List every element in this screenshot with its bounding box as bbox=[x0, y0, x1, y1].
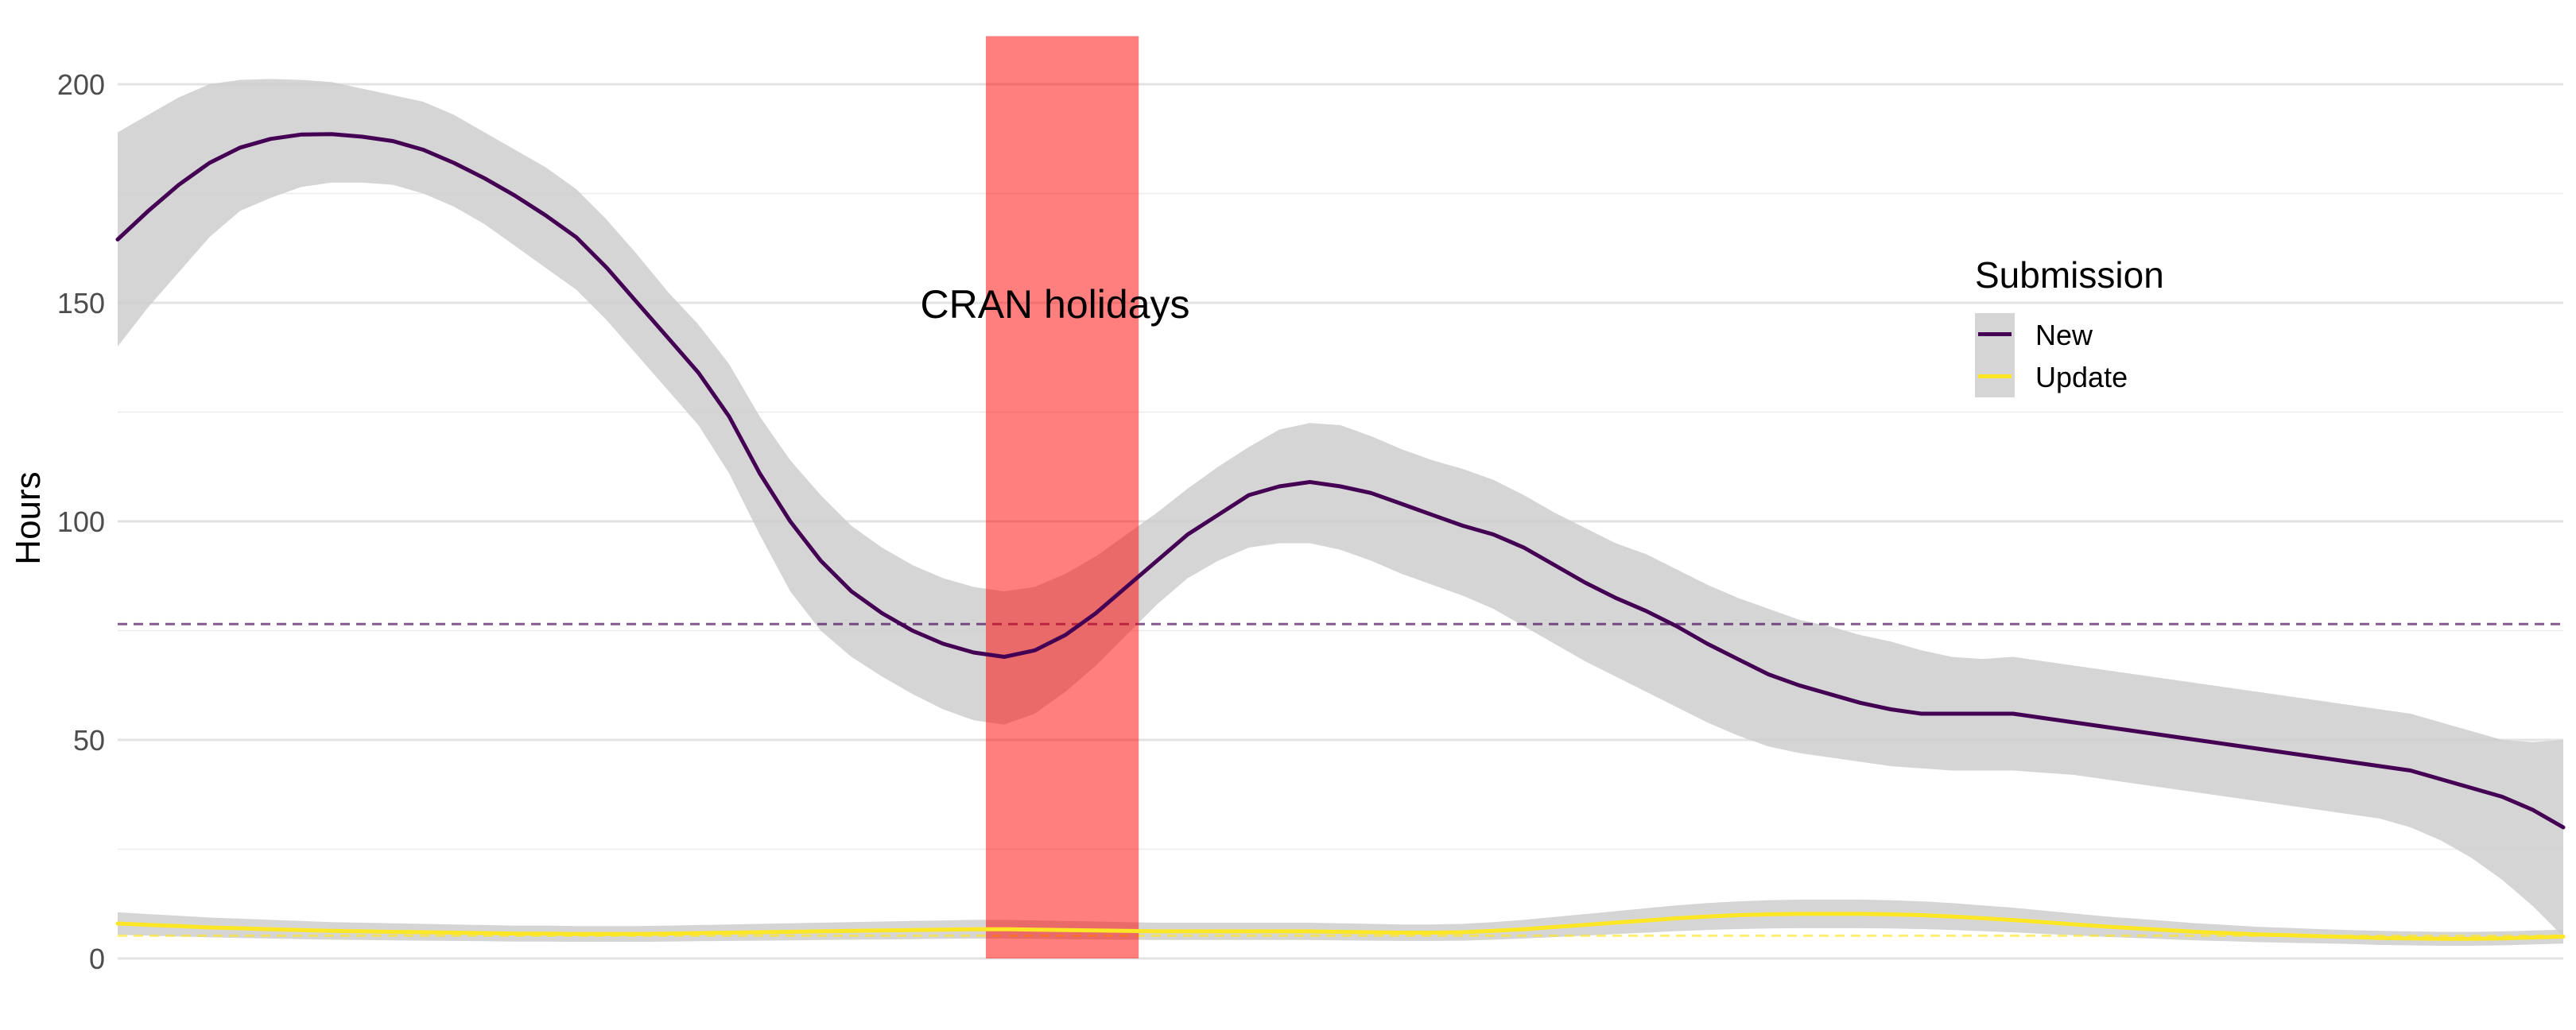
legend-label: New bbox=[2035, 319, 2093, 351]
holiday-band-group bbox=[985, 36, 1139, 958]
y-tick-label: 150 bbox=[57, 287, 105, 319]
y-axis-title: Hours bbox=[9, 471, 48, 564]
series-line-new bbox=[115, 132, 2566, 830]
holiday-band bbox=[985, 36, 1139, 958]
series-lines bbox=[115, 132, 2566, 941]
cran-holidays-annotation: CRAN holidays bbox=[920, 282, 1189, 327]
legend-title: Submission bbox=[1975, 254, 2164, 296]
legend: Submission New Update bbox=[1975, 254, 2164, 397]
y-tick-label: 200 bbox=[57, 68, 105, 101]
y-tick-label: 50 bbox=[73, 724, 105, 757]
y-tick-label: 100 bbox=[57, 505, 105, 538]
mean-lines bbox=[118, 622, 2563, 937]
ribbon-new bbox=[118, 79, 2563, 937]
legend-label: Update bbox=[2035, 361, 2128, 393]
series-line-update bbox=[115, 912, 2566, 941]
y-tick-labels: 0 50 100 150 200 bbox=[57, 68, 105, 975]
confidence-ribbons bbox=[118, 79, 2563, 946]
ribbon-update bbox=[118, 899, 2563, 946]
y-tick-label: 0 bbox=[89, 943, 105, 975]
